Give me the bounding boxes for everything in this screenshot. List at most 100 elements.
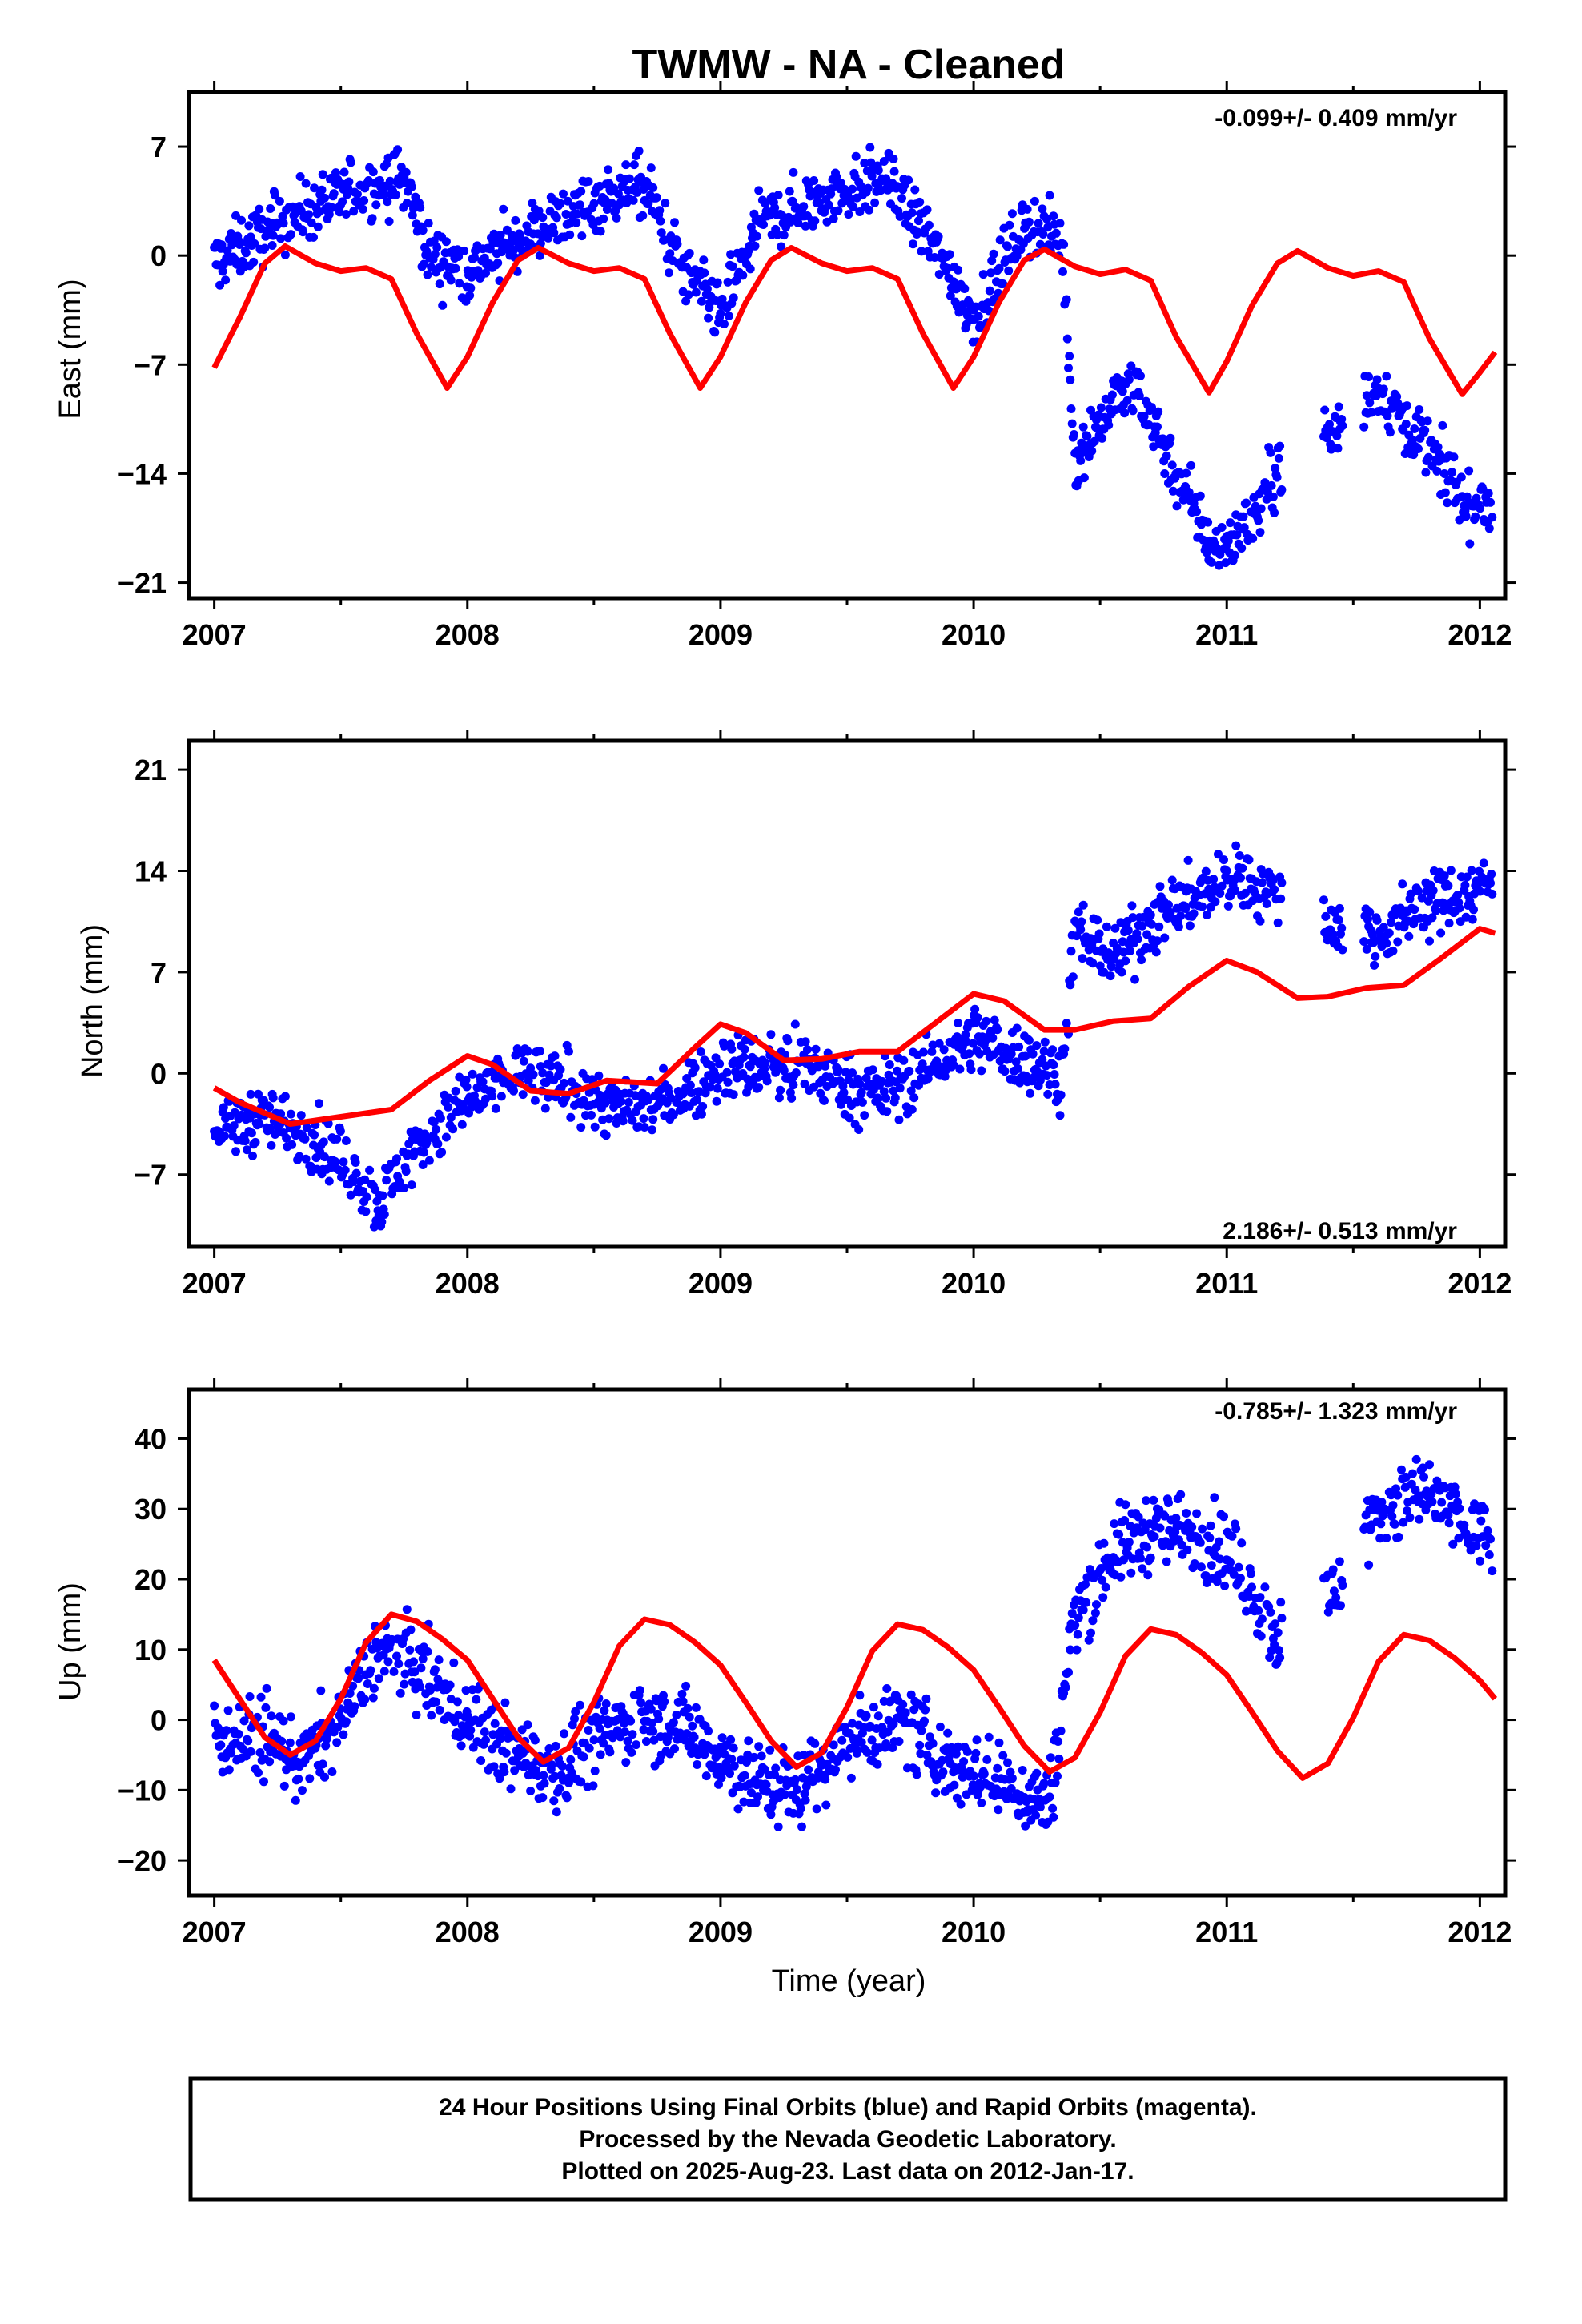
up-y-axis-label: Up (mm): [54, 1582, 87, 1701]
east-data-point: [978, 270, 988, 279]
east-data-point: [954, 265, 963, 275]
east-data-point: [1337, 415, 1347, 424]
east-data-point: [451, 263, 460, 273]
up-data-point: [1086, 1628, 1095, 1638]
east-data-point: [446, 275, 456, 285]
up-data-point: [409, 1657, 418, 1667]
east-data-point: [465, 291, 475, 300]
north-data-point: [894, 1115, 904, 1124]
north-data-point: [722, 1068, 732, 1077]
north-data-point: [1468, 915, 1477, 924]
north-data-point: [1321, 911, 1331, 921]
up-data-point: [423, 1647, 432, 1656]
east-data-point: [338, 197, 347, 207]
north-data-point: [1011, 1057, 1021, 1067]
north-data-point: [1410, 905, 1419, 915]
east-data-point: [738, 271, 748, 280]
up-data-point: [412, 1710, 421, 1719]
up-data-point: [1329, 1586, 1339, 1596]
east-data-point: [904, 175, 913, 185]
east-data-point: [1372, 375, 1382, 384]
north-data-point: [1262, 899, 1271, 908]
up-data-point: [1116, 1572, 1126, 1582]
north-y-axis-label: North (mm): [76, 924, 110, 1078]
north-data-point: [446, 1112, 456, 1122]
east-data-point: [1078, 422, 1088, 432]
east-data-point: [556, 199, 565, 208]
up-data-point: [1090, 1608, 1100, 1618]
up-data-point: [1418, 1463, 1427, 1473]
east-data-point: [863, 183, 873, 193]
up-data-point: [915, 1740, 925, 1750]
north-data-point: [1060, 1044, 1070, 1054]
up-data-point: [345, 1689, 355, 1698]
up-data-point: [259, 1777, 268, 1787]
east-data-point: [1030, 196, 1039, 206]
up-data-point: [928, 1739, 938, 1748]
north-data-point: [1319, 895, 1328, 905]
east-data-point: [1379, 384, 1388, 394]
up-data-point: [1486, 1534, 1495, 1544]
east-data-point: [280, 250, 290, 259]
north-data-point: [524, 1076, 533, 1085]
north-data-point: [803, 1045, 812, 1055]
east-data-point: [1215, 561, 1224, 570]
north-data-point: [1367, 930, 1377, 939]
east-data-point: [1256, 504, 1266, 513]
north-data-point: [907, 1104, 917, 1114]
north-data-point: [968, 1039, 978, 1048]
north-data-point: [789, 1080, 798, 1090]
up-data-point: [1274, 1646, 1283, 1655]
east-data-point: [1147, 403, 1156, 412]
north-data-point: [1151, 947, 1161, 957]
up-data-point: [1192, 1509, 1202, 1518]
east-data-point: [913, 227, 922, 237]
north-data-point: [315, 1099, 323, 1108]
up-data-point: [1460, 1520, 1469, 1530]
north-data-point: [783, 1036, 793, 1046]
up-data-point: [1376, 1519, 1386, 1529]
up-data-point: [950, 1780, 959, 1790]
east-data-point: [368, 167, 378, 177]
up-data-point: [729, 1761, 739, 1771]
north-data-point: [1066, 947, 1076, 956]
east-data-point: [1268, 492, 1278, 501]
up-data-point: [1064, 1667, 1073, 1677]
north-plot-area: [210, 841, 1497, 1232]
north-data-point: [1174, 922, 1183, 931]
east-data-point: [691, 287, 701, 297]
east-data-point: [244, 221, 254, 231]
north-data-point: [550, 1051, 560, 1061]
up-plot-area: [210, 1454, 1498, 1831]
north-data-point: [1209, 875, 1219, 884]
north-data-point: [265, 1103, 275, 1112]
east-data-point: [466, 283, 476, 293]
north-data-point: [1032, 1041, 1042, 1051]
up-model-curve: [211, 1611, 1498, 1781]
north-data-point: [229, 1121, 239, 1131]
east-data-point: [865, 143, 875, 152]
north-data-point: [713, 1084, 722, 1093]
north-data-point: [1102, 922, 1111, 931]
north-data-point: [546, 1061, 556, 1071]
up-data-point: [466, 1725, 476, 1735]
up-data-point: [862, 1747, 872, 1757]
east-data-point: [1392, 392, 1402, 401]
up-data-point: [714, 1779, 723, 1789]
north-data-point: [1388, 946, 1398, 955]
up-data-point: [366, 1666, 375, 1675]
east-data-point: [765, 211, 775, 220]
up-data-point: [1124, 1538, 1134, 1547]
north-data-point: [604, 1114, 614, 1124]
north-data-point: [378, 1191, 387, 1200]
up-data-point: [726, 1735, 736, 1744]
east-data-point: [1162, 451, 1171, 460]
up-x-tick-label: 2007: [183, 1916, 247, 1948]
east-data-point: [1139, 412, 1149, 421]
east-data-point: [1455, 515, 1464, 525]
up-data-point: [790, 1775, 800, 1784]
north-data-point: [776, 1085, 785, 1095]
north-data-point: [1270, 885, 1279, 895]
up-data-point: [1260, 1582, 1270, 1592]
up-data-point: [1328, 1565, 1338, 1574]
